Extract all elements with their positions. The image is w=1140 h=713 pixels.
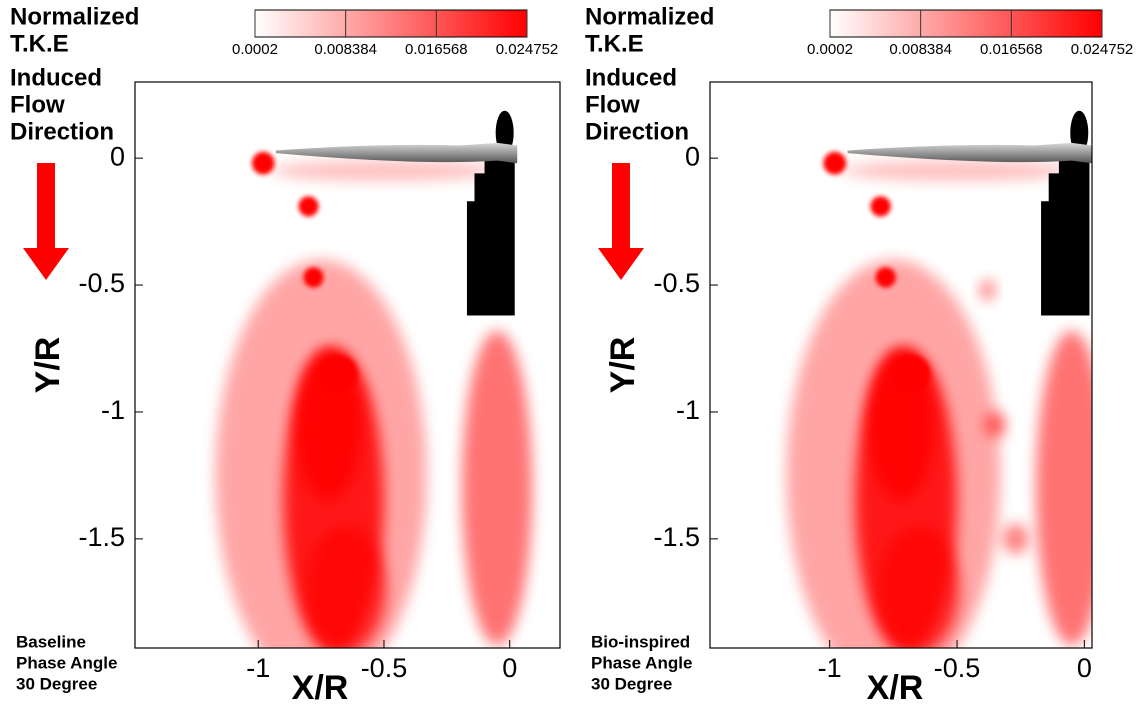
y-tick-label: -1	[101, 395, 125, 425]
case-label: Phase Angle	[591, 653, 692, 672]
x-tick-label: 0	[502, 653, 517, 683]
tke-region	[298, 196, 319, 217]
field	[786, 110, 1092, 648]
flow-arrow	[23, 163, 69, 280]
tke-region	[875, 267, 896, 288]
tke-region	[892, 354, 931, 393]
x-tick-label: -1	[246, 653, 270, 683]
colorbar-title: T.K.E	[585, 30, 644, 57]
x-axis-label: X/R	[867, 669, 924, 707]
y-tick-label: -1	[676, 395, 700, 425]
annotation: Direction	[585, 118, 689, 145]
y-tick-label: 0	[110, 141, 125, 171]
annotation: Flow	[10, 91, 65, 118]
tke-region	[319, 354, 358, 393]
field	[215, 110, 533, 648]
annotation: Induced	[10, 64, 102, 91]
tke-region	[306, 526, 387, 648]
colorbar-tick-label: 0.024752	[496, 41, 559, 58]
colorbar-tick-label: 0.024752	[1071, 41, 1134, 58]
tke-region	[251, 151, 275, 175]
tke-region	[1035, 330, 1092, 646]
annotation: Flow	[585, 91, 640, 118]
case-label: Baseline	[16, 632, 86, 651]
tke-region	[878, 526, 960, 648]
tke-region	[303, 267, 324, 288]
x-tick-label: -0.5	[361, 653, 408, 683]
annotation: Induced	[585, 64, 677, 91]
tke-region	[270, 160, 498, 181]
plot-frame	[134, 81, 561, 649]
case-label: Bio-inspired	[591, 632, 690, 651]
tke-region	[461, 330, 533, 646]
case-label: Phase Angle	[16, 653, 117, 672]
colorbar-title: Normalized	[10, 3, 139, 30]
colorbar	[254, 9, 528, 38]
y-tick-label: -1.5	[653, 522, 700, 552]
hub	[466, 153, 515, 316]
case-label: 30 Degree	[16, 674, 97, 693]
blade	[847, 142, 1092, 164]
colorbar-tick-label: 0.016568	[980, 41, 1043, 58]
x-tick-label: -0.5	[934, 653, 981, 683]
colorbar-tick-label: 0.008384	[314, 41, 377, 58]
panel: 0.0002 0.008384 0.016568 0.024752 Normalized…	[10, 3, 561, 707]
y-axis-label: Y/R	[29, 337, 67, 394]
y-tick-label: -0.5	[653, 268, 700, 298]
y-tick-label: 0	[685, 141, 700, 171]
plot-frame	[709, 81, 1093, 649]
flow-arrow	[598, 163, 644, 280]
hub	[1041, 153, 1090, 316]
tke-region	[979, 279, 996, 301]
colorbar-tick-label: 0.0002	[807, 41, 853, 58]
colorbar-title: Normalized	[585, 3, 714, 30]
x-tick-label: 0	[1077, 653, 1092, 683]
colorbar-tick-label: 0.008384	[889, 41, 952, 58]
tke-region	[1002, 523, 1029, 555]
case-label: 30 Degree	[591, 674, 672, 693]
x-axis-label: X/R	[292, 669, 349, 707]
colorbar-tick-label: 0.016568	[405, 41, 468, 58]
tke-region	[870, 196, 891, 217]
annotation: Direction	[10, 118, 114, 145]
colorbar-title: T.K.E	[10, 30, 69, 57]
x-tick-label: -1	[818, 653, 842, 683]
panel: 0.0002 0.008384 0.016568 0.024752 Normalized…	[585, 3, 1133, 707]
blade	[275, 142, 518, 164]
y-tick-label: -0.5	[78, 268, 125, 298]
tke-region	[842, 160, 1072, 181]
y-axis-label: Y/R	[604, 337, 642, 394]
y-tick-label: -1.5	[78, 522, 125, 552]
tke-region	[823, 151, 847, 175]
colorbar	[829, 9, 1103, 38]
colorbar-tick-label: 0.0002	[232, 41, 278, 58]
tke-region	[985, 411, 1006, 438]
